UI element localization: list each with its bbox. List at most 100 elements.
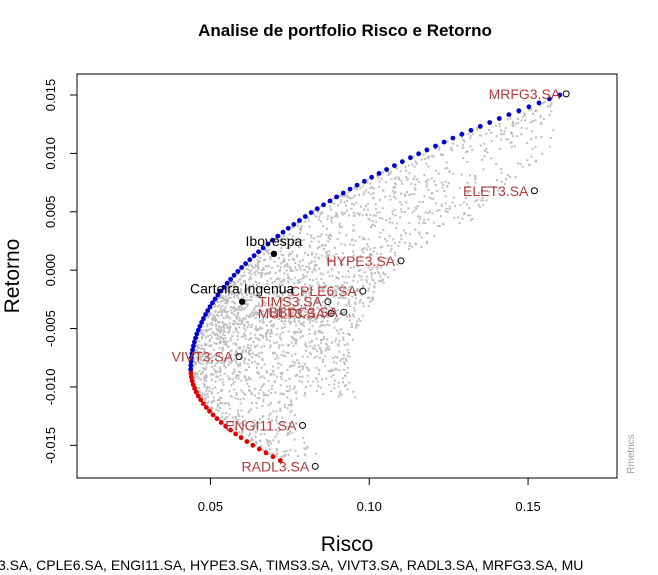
random-portfolio-point xyxy=(363,238,366,241)
random-portfolio-point xyxy=(324,349,327,352)
random-portfolio-point xyxy=(238,434,241,437)
random-portfolio-point xyxy=(272,314,275,317)
random-portfolio-point xyxy=(208,361,211,364)
inefficient-frontier-point xyxy=(188,374,194,380)
inefficient-frontier-point xyxy=(233,431,239,437)
random-portfolio-point xyxy=(268,332,271,335)
random-portfolio-point xyxy=(284,319,287,322)
random-portfolio-point xyxy=(320,349,322,352)
random-portfolio-point xyxy=(249,338,252,341)
random-portfolio-point xyxy=(257,265,260,268)
random-portfolio-point xyxy=(334,288,337,291)
random-portfolio-point xyxy=(473,178,476,181)
random-portfolio-point xyxy=(326,320,329,323)
random-portfolio-point xyxy=(367,287,370,290)
random-portfolio-point xyxy=(392,259,395,262)
random-portfolio-point xyxy=(266,371,269,374)
random-portfolio-point xyxy=(326,261,329,264)
inefficient-frontier-point xyxy=(210,412,216,418)
random-portfolio-point xyxy=(204,357,207,360)
random-portfolio-point xyxy=(420,246,423,248)
random-portfolio-point xyxy=(283,272,286,275)
random-portfolio-point xyxy=(315,337,318,340)
random-portfolio-point xyxy=(328,254,330,257)
random-portfolio-point xyxy=(303,315,306,318)
random-portfolio-point xyxy=(343,288,345,290)
random-portfolio-point xyxy=(194,350,197,353)
random-portfolio-point xyxy=(360,275,363,278)
random-portfolio-point xyxy=(231,378,234,381)
random-portfolio-point xyxy=(412,178,415,180)
random-portfolio-point xyxy=(218,399,221,402)
random-portfolio-point xyxy=(256,290,259,293)
random-portfolio-point xyxy=(278,270,281,273)
random-portfolio-point xyxy=(211,321,213,324)
random-portfolio-point xyxy=(366,248,369,251)
random-portfolio-point xyxy=(236,294,239,297)
random-portfolio-point xyxy=(230,293,233,296)
random-portfolio-point xyxy=(303,453,306,456)
random-portfolio-point xyxy=(247,272,250,275)
random-portfolio-point xyxy=(207,316,210,319)
random-portfolio-point xyxy=(275,310,278,312)
random-portfolio-point xyxy=(462,138,465,141)
random-portfolio-point xyxy=(223,334,226,337)
random-portfolio-point xyxy=(302,239,305,241)
random-portfolio-point xyxy=(230,349,233,352)
random-portfolio-point xyxy=(313,344,316,347)
random-portfolio-point xyxy=(240,323,243,326)
random-portfolio-point xyxy=(246,321,249,324)
random-portfolio-point xyxy=(461,146,464,149)
random-portfolio-point xyxy=(228,390,231,393)
random-portfolio-point xyxy=(259,376,262,379)
random-portfolio-point xyxy=(251,292,254,295)
random-portfolio-point xyxy=(253,345,256,348)
random-portfolio-point xyxy=(199,351,202,354)
random-portfolio-point xyxy=(233,296,235,299)
random-portfolio-point xyxy=(366,275,369,278)
efficient-frontier-point xyxy=(218,288,224,294)
random-portfolio-point xyxy=(338,369,341,372)
random-portfolio-point xyxy=(287,453,290,456)
random-portfolio-point xyxy=(299,268,302,271)
random-portfolio-point xyxy=(349,266,352,269)
random-portfolio-point xyxy=(317,330,320,333)
random-portfolio-point xyxy=(471,148,474,151)
random-portfolio-point xyxy=(371,297,374,300)
random-portfolio-point xyxy=(521,165,524,168)
random-portfolio-point xyxy=(301,380,304,383)
random-portfolio-point xyxy=(317,240,320,243)
random-portfolio-point xyxy=(435,169,438,172)
random-portfolio-point xyxy=(265,394,268,397)
random-portfolio-point xyxy=(428,210,431,213)
random-portfolio-point xyxy=(317,283,320,286)
random-portfolio-point xyxy=(314,333,316,335)
random-portfolio-point xyxy=(462,157,465,160)
random-portfolio-point xyxy=(212,396,215,399)
random-portfolio-point xyxy=(264,250,267,253)
random-portfolio-point xyxy=(224,295,227,298)
random-portfolio-point xyxy=(304,220,307,223)
random-portfolio-point xyxy=(205,390,208,393)
random-portfolio-point xyxy=(220,330,223,333)
random-portfolio-point xyxy=(268,414,271,417)
random-portfolio-point xyxy=(269,412,272,415)
random-portfolio-point xyxy=(280,247,283,250)
random-portfolio-point xyxy=(456,145,459,147)
random-portfolio-point xyxy=(257,355,260,358)
random-portfolio-point xyxy=(298,366,301,368)
random-portfolio-point xyxy=(245,299,248,302)
random-portfolio-point xyxy=(240,291,243,294)
random-portfolio-point xyxy=(283,455,286,458)
random-portfolio-point xyxy=(235,376,237,379)
random-portfolio-point xyxy=(479,134,482,137)
random-portfolio-point xyxy=(204,336,207,339)
random-portfolio-point xyxy=(466,192,469,194)
random-portfolio-point xyxy=(302,273,305,276)
random-portfolio-point xyxy=(221,314,223,317)
random-portfolio-point xyxy=(346,388,349,391)
random-portfolio-point xyxy=(329,238,332,241)
random-portfolio-point xyxy=(223,328,226,331)
random-portfolio-point xyxy=(299,228,301,231)
random-portfolio-point xyxy=(490,140,493,142)
